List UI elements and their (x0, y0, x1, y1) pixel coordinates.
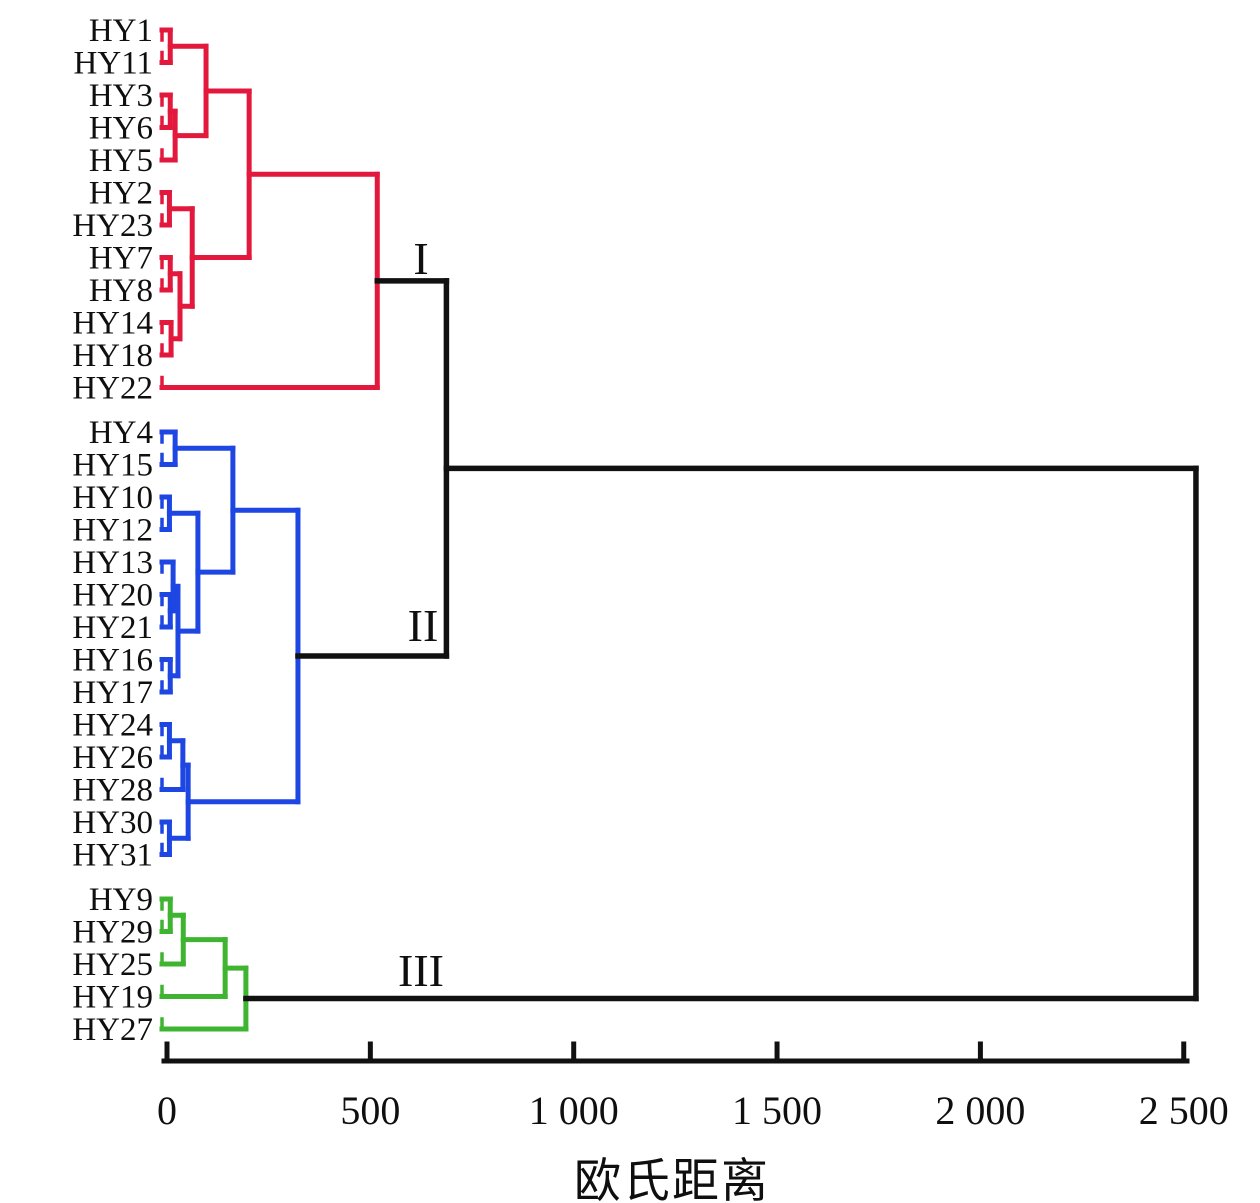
leaf-label: HY29 (72, 915, 153, 951)
leaf-label: HY17 (72, 675, 153, 711)
leaf-label: HY3 (89, 78, 153, 114)
x-axis-tick-label: 0 (157, 1088, 177, 1133)
x-axis-tick-label: 1 000 (529, 1088, 619, 1133)
leaf-label: HY13 (72, 545, 153, 581)
leaf-label: HY19 (72, 980, 153, 1016)
leaf-label: HY6 (89, 111, 153, 147)
leaf-label: HY26 (72, 740, 153, 776)
leaf-label: HY23 (72, 208, 153, 244)
x-axis-tick-label: 1 500 (732, 1088, 822, 1133)
leaf-label: HY25 (72, 947, 153, 983)
leaf-label: HY9 (89, 882, 153, 918)
leaf-label: HY21 (72, 610, 153, 646)
x-axis-tick-label: 500 (340, 1088, 400, 1133)
cluster-label: II (408, 600, 439, 651)
leaf-label: HY24 (72, 708, 153, 744)
leaf-label: HY14 (72, 306, 153, 342)
leaf-label: HY30 (72, 805, 153, 841)
leaf-label: HY7 (89, 241, 153, 277)
leaf-label: HY8 (89, 273, 153, 309)
leaf-label: HY2 (89, 176, 153, 212)
cluster-label: I (413, 233, 428, 284)
leaf-label: HY18 (72, 338, 153, 374)
leaf-label: HY27 (72, 1012, 153, 1048)
leaf-label: HY20 (72, 578, 153, 614)
leaf-label: HY15 (72, 448, 153, 484)
leaf-label: HY16 (72, 643, 153, 679)
cluster-label: III (398, 945, 444, 996)
x-axis-tick-label: 2 000 (935, 1088, 1025, 1133)
leaf-label: HY1 (89, 13, 153, 49)
x-axis-title: 欧氏距离 (574, 1156, 770, 1203)
leaf-label: HY10 (72, 480, 153, 516)
leaf-label: HY28 (72, 773, 153, 809)
leaf-label: HY22 (72, 371, 153, 407)
leaf-label: HY31 (72, 838, 153, 874)
leaf-label: HY11 (74, 46, 153, 82)
leaf-label: HY12 (72, 513, 153, 549)
leaf-label: HY5 (89, 143, 153, 179)
x-axis-tick-label: 2 500 (1139, 1088, 1229, 1133)
leaf-label: HY4 (89, 415, 153, 451)
